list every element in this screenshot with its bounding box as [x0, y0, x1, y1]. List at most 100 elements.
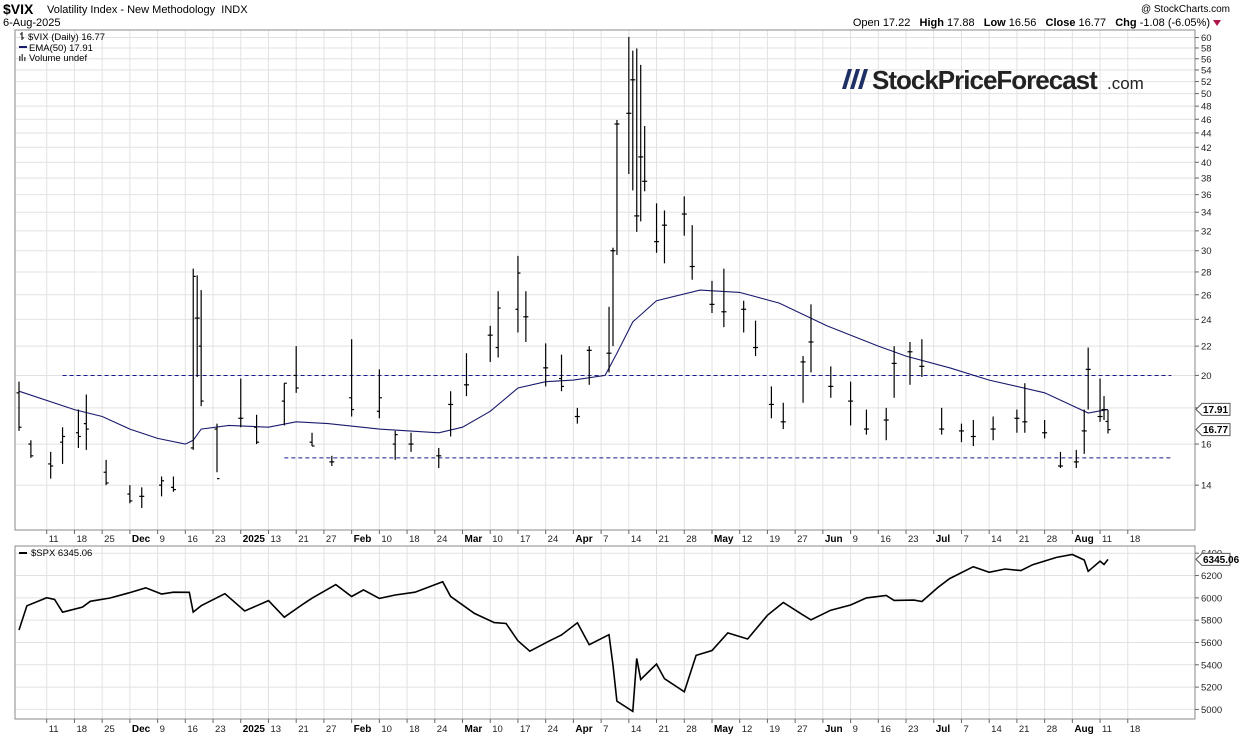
x-tick-label: May [714, 534, 734, 545]
x-tick-label: 19 [769, 534, 780, 545]
x-tick-label: 9 [853, 534, 858, 545]
x-tick-label: 12 [742, 724, 753, 735]
ohlc-bar [800, 356, 806, 403]
high-value: 17.88 [947, 17, 975, 29]
ohlc-bar [1105, 409, 1111, 434]
x-tick-label: 13 [270, 724, 281, 735]
x-tick-label: 16 [187, 724, 198, 735]
exchange-code: INDX [221, 4, 248, 16]
x-tick-label: 23 [908, 724, 919, 735]
ohlc-bar [75, 409, 81, 448]
x-tick-label: Mar [465, 534, 483, 545]
ohlc-bar [190, 268, 196, 450]
ohlc-bar [808, 304, 814, 373]
ohlc-bar [614, 119, 620, 255]
ohlc-bar [139, 487, 145, 508]
close-label: Close [1045, 17, 1076, 29]
ohlc-bar [281, 382, 287, 426]
vix-y-tick-label: 36 [1201, 190, 1212, 201]
vix-y-tick-label: 26 [1201, 290, 1212, 301]
logo-slashes-icon [842, 69, 868, 89]
vix-y-tick-label: 40 [1201, 158, 1212, 169]
vix-legend: $VIX (Daily) 16.77 EMA(50) 17.91 Volume … [19, 32, 105, 64]
ohlc-bar [60, 427, 66, 464]
x-tick-label: 9 [160, 534, 165, 545]
x-tick-label: 16 [880, 724, 891, 735]
ohlc-bar [309, 432, 315, 447]
ohlc-bar [753, 320, 759, 357]
vix-y-tick-label: 32 [1201, 226, 1212, 237]
vix-price-tag-text: 16.77 [1203, 425, 1228, 436]
vix-y-tick-label: 14 [1201, 481, 1212, 492]
x-tick-label: Jul [936, 724, 951, 735]
vix-y-tick-label: 34 [1201, 208, 1212, 219]
x-tick-label: Feb [354, 534, 372, 545]
spx-y-axis: 50005200540056005800600062006400 [1195, 549, 1222, 716]
ohlc-bar [919, 339, 925, 377]
ohlc-bar [214, 423, 220, 480]
volume-bars-icon [19, 54, 26, 61]
x-tick-label: 24 [437, 724, 448, 735]
vix-price-tag-box [1195, 423, 1231, 437]
x-tick-label: 25 [104, 724, 115, 735]
x-tick-label: 21 [1019, 534, 1030, 545]
change-value: -1.08 (-6.05%) [1139, 17, 1210, 29]
x-tick-label: 23 [215, 724, 226, 735]
x-tick-label: 27 [797, 724, 808, 735]
x-tick-label: Mar [465, 724, 483, 735]
x-tick-label: 21 [298, 534, 309, 545]
vix-y-tick-label: 46 [1201, 115, 1212, 126]
x-tick-label: 17 [520, 534, 531, 545]
ohlc-bar [828, 366, 834, 398]
x-tick-label: 28 [1047, 534, 1058, 545]
ohlc-bar [634, 48, 640, 232]
vix-price-tag: 16.77 [1195, 423, 1231, 437]
x-tick-label: 14 [631, 724, 642, 735]
vix-y-tick-label: 20 [1201, 371, 1212, 382]
ohlc-bar [630, 50, 636, 191]
spx-y-tick-label: 5000 [1201, 705, 1222, 716]
chart-date: 6-Aug-2025 [3, 17, 61, 29]
symbol-description: Volatility Index - New Methodology INDX [47, 4, 248, 16]
x-tick-label: 21 [659, 534, 670, 545]
x-tick-label: 7 [603, 724, 608, 735]
ohlc-bar [349, 339, 355, 417]
spx-y-tick-label: 6000 [1201, 593, 1222, 604]
x-tick-label: May [714, 724, 734, 735]
x-tick-label: 27 [326, 534, 337, 545]
ohlc-bar [28, 440, 34, 458]
ohlc-bar [970, 420, 976, 447]
x-tick-label: Jun [825, 724, 843, 735]
ema-price-tag: 17.91 [1195, 402, 1231, 416]
ohlc-bar [48, 451, 54, 479]
vix-y-tick-label: 24 [1201, 315, 1212, 326]
x-tick-label: 10 [492, 724, 503, 735]
x-tick-label: 18 [1130, 534, 1141, 545]
ohlc-bar [891, 346, 897, 398]
spx-y-tick-label: 5400 [1201, 660, 1222, 671]
vix-legend-label: $VIX (Daily) 16.77 [28, 32, 105, 43]
x-tick-label: 17 [520, 724, 531, 735]
open-label: Open [852, 17, 880, 29]
ohlc-bar [1014, 409, 1020, 433]
vix-y-tick-label: 44 [1201, 128, 1212, 139]
ohlc-bar [610, 247, 616, 347]
ohlc-bar [543, 343, 549, 387]
spx-y-tick-label: 5200 [1201, 683, 1222, 694]
ohlc-bar [907, 341, 913, 385]
watermark-text: StockPriceForecast [872, 65, 1098, 95]
vix-y-tick-label: 38 [1201, 174, 1212, 185]
spx-price-tag: 6345.06 [1195, 552, 1240, 566]
low-label: Low [983, 17, 1006, 29]
spx-panel-frame [14, 545, 1196, 720]
x-tick-label: 12 [742, 534, 753, 545]
x-tick-label: 27 [326, 724, 337, 735]
x-tick-label: 23 [908, 534, 919, 545]
ohlc-bar [1085, 347, 1091, 410]
x-tick-label: 25 [104, 534, 115, 545]
spx-y-tick-label: 5800 [1201, 616, 1222, 627]
spx-line [18, 553, 1109, 713]
ohlc-bar [574, 407, 580, 424]
vix-y-tick-label: 50 [1201, 89, 1212, 100]
x-tick-label: 19 [769, 724, 780, 735]
